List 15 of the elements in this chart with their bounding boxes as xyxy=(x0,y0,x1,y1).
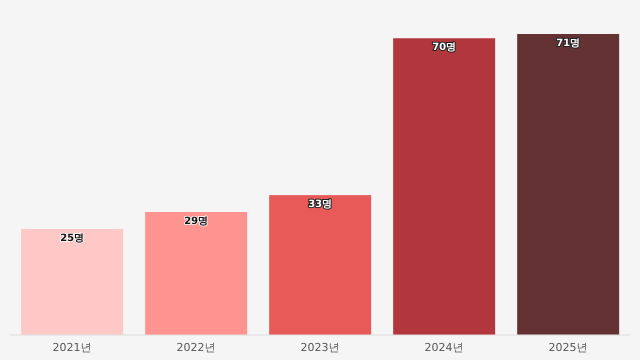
x-tick-label: 2024년 xyxy=(424,340,464,354)
x-tick-label: 2021년 xyxy=(52,340,92,354)
x-tick-label: 2023년 xyxy=(300,340,340,354)
data-label: 25명 xyxy=(60,233,84,244)
data-label: 33명 xyxy=(308,199,332,210)
bar xyxy=(393,38,496,335)
data-label: 29명 xyxy=(184,216,208,228)
bar xyxy=(269,195,372,335)
data-label: 71명 xyxy=(556,38,580,49)
bar xyxy=(21,229,124,335)
x-tick-label: 2022년 xyxy=(176,340,216,354)
data-label: 70명 xyxy=(432,42,456,54)
bar xyxy=(517,34,620,335)
x-tick-label: 2025년 xyxy=(548,340,588,354)
bar xyxy=(145,212,248,335)
